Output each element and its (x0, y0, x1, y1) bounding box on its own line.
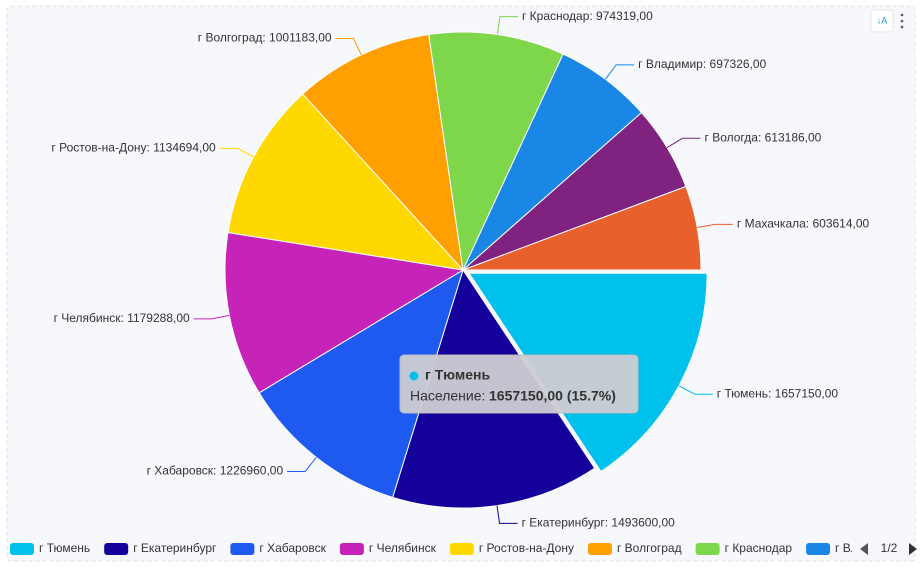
leader-line (287, 457, 317, 473)
pie-slice (227, 93, 465, 271)
data-label: г Челябинск: 1179288,00 (54, 311, 190, 325)
legend-label: г Екатеринбург (133, 541, 217, 555)
data-label: г Волгоград: 1001183,00 (198, 31, 332, 45)
tooltip-label: Население: (410, 388, 485, 404)
legend-label: г Краснодар (725, 541, 793, 555)
legend-swatch (10, 543, 34, 555)
pie-slice (428, 31, 564, 272)
leader-line (678, 385, 713, 395)
legend-swatch (587, 543, 612, 555)
pie-slice (462, 185, 702, 271)
data-label: г Хабаровск: 1226960,00 (147, 464, 284, 478)
legend-swatch (230, 543, 255, 555)
data-label: г Махачкала: 603614,00 (737, 217, 870, 231)
leader-line (496, 505, 518, 524)
leader-line (604, 64, 635, 80)
legend-label: г Ростов-на-Дону (479, 541, 574, 555)
leader-line (697, 223, 733, 229)
data-label: г Краснодар: 974319,00 (522, 9, 653, 23)
tooltip: г Тюмень Население: 1657150,00 (15.7%) (399, 354, 639, 414)
data-label: г Владимир: 697326,00 (638, 57, 766, 71)
data-label: г Тюмень: 1657150,00 (717, 386, 839, 400)
leader-line (219, 147, 254, 158)
leader-line (666, 137, 701, 148)
data-label: г Ростов-на-Дону: 1134694,00 (51, 141, 216, 155)
leader-line (496, 16, 518, 35)
svg-text:↓A: ↓A (877, 15, 888, 25)
legend-label: г Владимир (835, 541, 900, 555)
legend-prev[interactable] (860, 543, 868, 555)
tooltip-title: г Тюмень (425, 367, 490, 383)
leader-line (193, 314, 230, 320)
leader-line (335, 38, 362, 56)
legend-swatch (806, 543, 831, 555)
legend-swatch (695, 543, 720, 555)
legend-next[interactable] (909, 543, 917, 555)
data-label: г Екатеринбург: 1493600,00 (522, 516, 676, 530)
legend-swatch (449, 543, 474, 555)
legend-label: г Тюмень (39, 541, 90, 555)
tooltip-value: 1657150,00 (15.7%) (489, 388, 616, 404)
legend-swatch (339, 543, 364, 555)
legend-swatch (104, 543, 129, 555)
legend-page: 1/2 (881, 541, 898, 555)
data-label: г Вологда: 613186,00 (705, 130, 822, 144)
legend-label: г Хабаровск (259, 541, 326, 555)
sort-button[interactable]: ↓A (870, 9, 894, 33)
legend-label: г Волгоград (617, 541, 682, 555)
pie-slice (224, 231, 465, 394)
legend-label: г Челябинск (369, 541, 437, 555)
